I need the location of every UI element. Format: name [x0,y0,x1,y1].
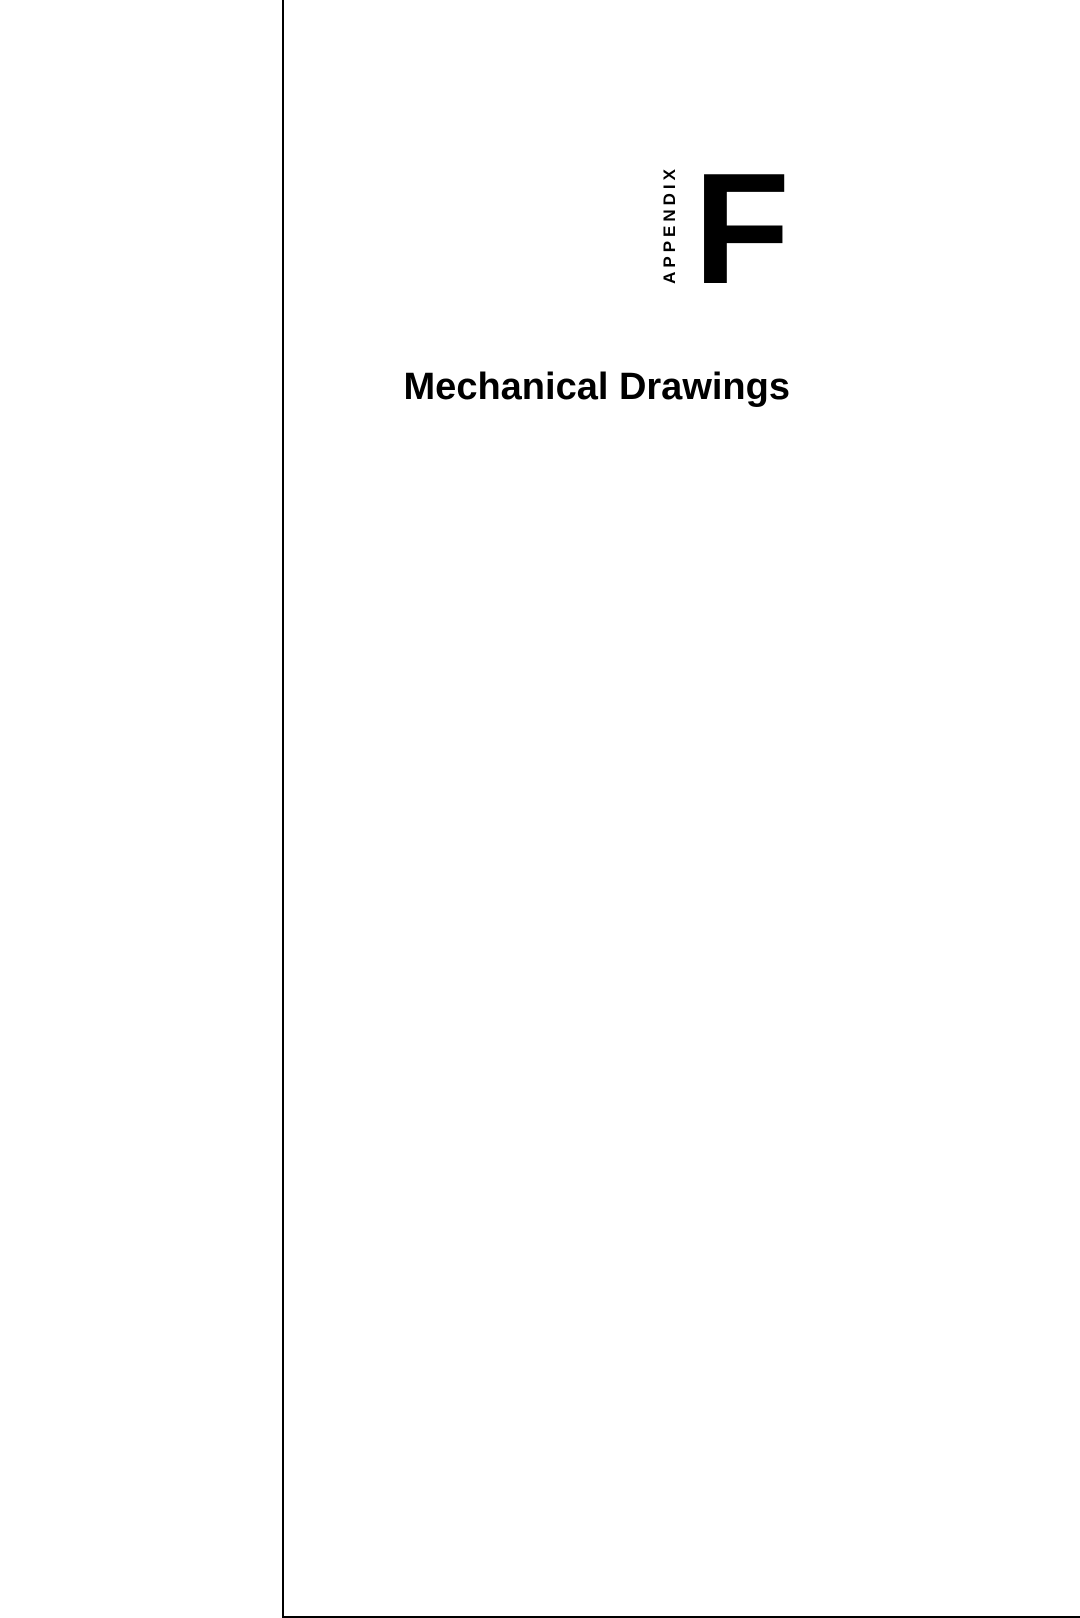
appendix-letter: F [693,150,790,308]
appendix-label: APPENDIX [660,165,680,284]
page-content-area: APPENDIX F Mechanical Drawings [282,0,1080,1618]
page-title: Mechanical Drawings [404,366,790,409]
